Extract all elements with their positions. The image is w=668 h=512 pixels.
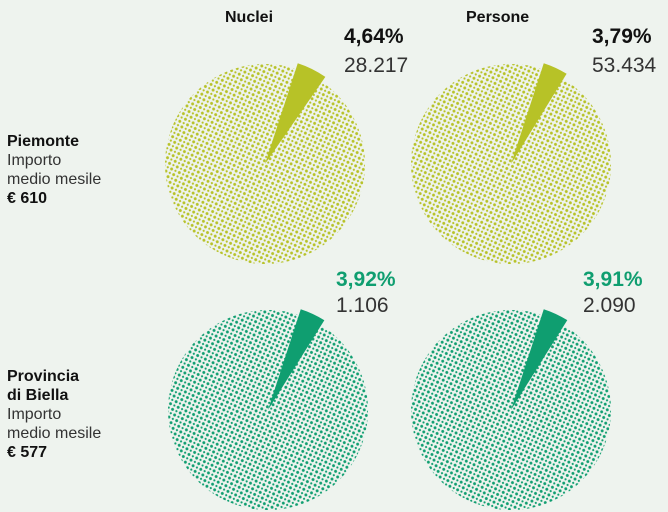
percent-label: 3,92% [336, 268, 396, 291]
pie-chart-biella-persone [411, 309, 611, 510]
row-sublabel-line: Importo [7, 406, 62, 423]
column-header-persone: Persone [466, 9, 530, 26]
row-name-line: Provincia [7, 368, 80, 385]
row-name-line: Piemonte [7, 133, 80, 150]
row-sublabel-line: medio mesile [7, 425, 102, 442]
pie-slice [511, 309, 568, 410]
pie-chart-piemonte-nuclei [165, 63, 365, 264]
row-amount: € 577 [7, 444, 48, 461]
row-label-piemonte: Piemonte Importo medio mesile € 610 [7, 132, 101, 208]
count-label: 2.090 [583, 294, 636, 317]
count-label: 53.434 [592, 54, 657, 77]
percent-label: 4,64% [344, 25, 404, 48]
pie-slice [268, 309, 325, 410]
row-amount: € 610 [7, 190, 48, 207]
pie-chart-piemonte-persone [411, 63, 611, 264]
percent-label: 3,79% [592, 25, 652, 48]
row-sublabel-line: Importo [7, 152, 62, 169]
row-name-line: di Biella [7, 387, 69, 404]
count-label: 28.217 [344, 54, 409, 77]
row-label-biella: Provincia di Biella Importo medio mesile… [7, 367, 101, 462]
count-label: 1.106 [336, 294, 389, 317]
row-sublabel-line: medio mesile [7, 171, 102, 188]
pie-slice [511, 63, 567, 164]
pie-slice [265, 63, 326, 164]
pie-chart-biella-nuclei [168, 309, 368, 510]
percent-label: 3,91% [583, 268, 643, 291]
column-header-nuclei: Nuclei [225, 9, 274, 26]
